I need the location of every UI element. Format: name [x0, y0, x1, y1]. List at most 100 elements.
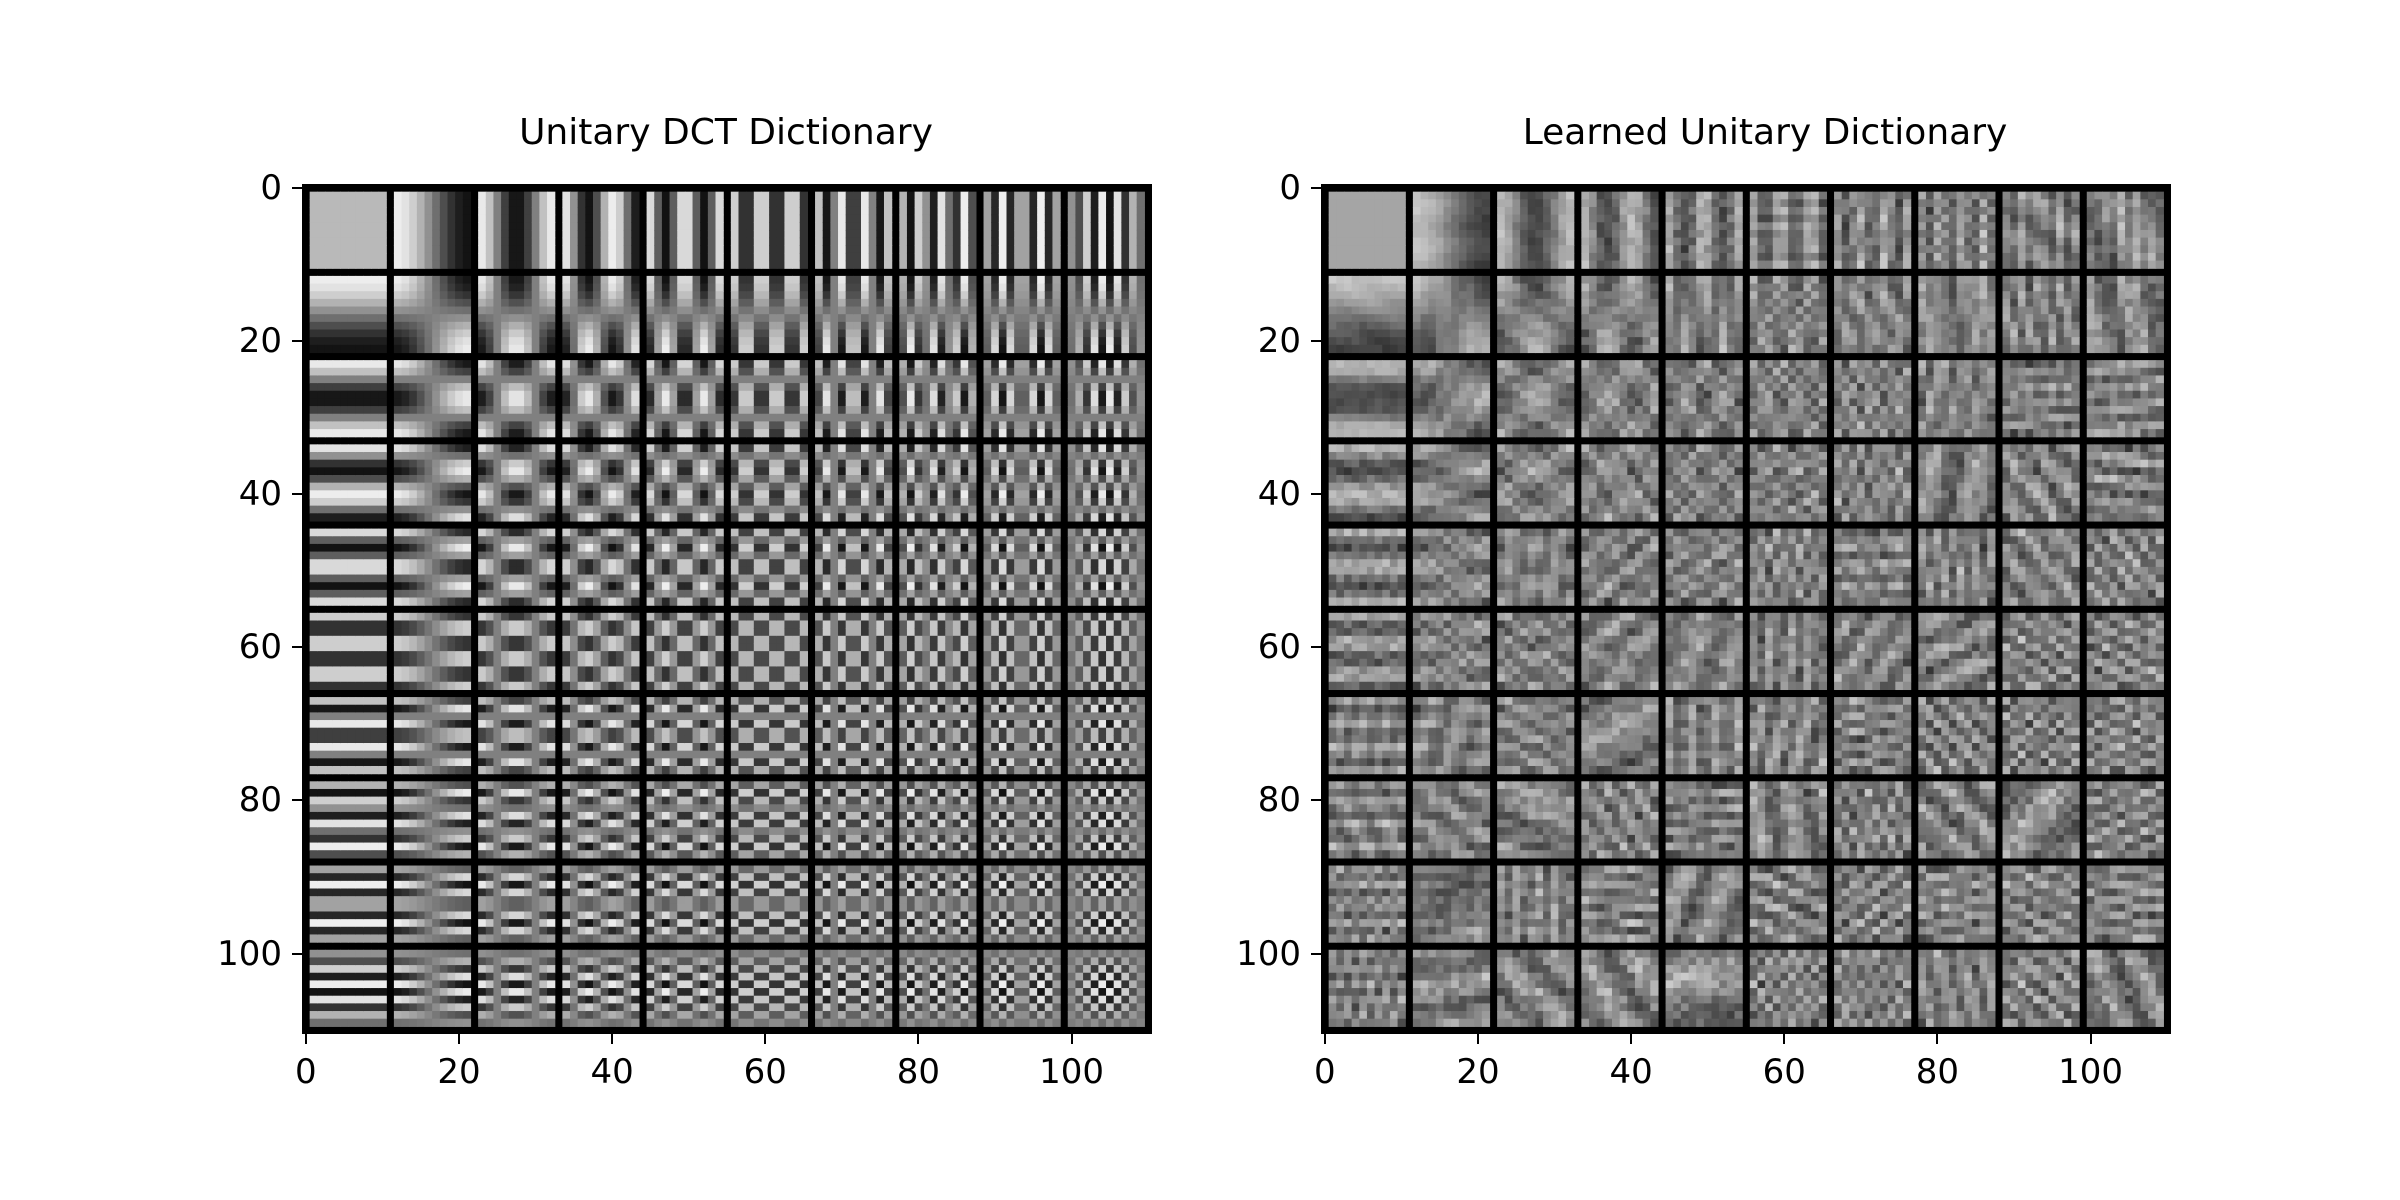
- x-tick-label: 60: [744, 1052, 787, 1092]
- dictionary-atom: [1749, 360, 1828, 438]
- dictionary-atom: [309, 865, 387, 943]
- dictionary-atom: [899, 360, 977, 438]
- dictionary-atom: [1749, 191, 1828, 269]
- y-tick-label: 0: [1211, 168, 1301, 208]
- dictionary-atom: [1328, 949, 1406, 1027]
- dictionary-atom: [1497, 781, 1575, 859]
- dictionary-atom: [1665, 275, 1743, 354]
- dictionary-atom: [1412, 191, 1491, 269]
- dictionary-atom: [646, 360, 724, 438]
- dictionary-atom: [1067, 191, 1145, 269]
- dictionary-atom: [646, 528, 724, 606]
- dictionary-atom: [983, 444, 1061, 522]
- dictionary-atom: [309, 360, 387, 438]
- x-tick-label: 80: [897, 1052, 940, 1092]
- dictionary-image: [1321, 184, 2171, 1034]
- dictionary-atom: [730, 697, 809, 775]
- dictionary-atom: [1749, 275, 1828, 354]
- y-tick: [292, 186, 302, 189]
- dictionary-atom: [1918, 781, 1996, 859]
- dictionary-atom: [309, 697, 387, 775]
- dictionary-atom: [1834, 781, 1912, 859]
- dictionary-atom: [1581, 612, 1659, 691]
- dictionary-atom: [478, 528, 556, 606]
- dictionary-atom: [815, 360, 893, 438]
- dictionary-atom: [1834, 697, 1912, 775]
- dictionary-atom: [1497, 697, 1575, 775]
- dictionary-atom: [393, 781, 472, 859]
- dictionary-atom: [478, 360, 556, 438]
- dictionary-atom: [983, 865, 1061, 943]
- y-tick-label: 60: [192, 627, 282, 667]
- x-tick-label: 0: [1314, 1052, 1336, 1092]
- dictionary-atom: [1918, 275, 1996, 354]
- dictionary-atom: [1328, 444, 1406, 522]
- dictionary-atom: [1497, 949, 1575, 1027]
- dictionary-atom: [1497, 865, 1575, 943]
- dictionary-atom: [899, 275, 977, 354]
- y-tick: [1311, 339, 1321, 342]
- dictionary-atom: [393, 697, 472, 775]
- y-tick: [292, 646, 302, 649]
- dictionary-atom: [730, 275, 809, 354]
- dictionary-atom: [730, 612, 809, 691]
- dictionary-atom: [730, 528, 809, 606]
- dictionary-atom: [1665, 612, 1743, 691]
- dictionary-atom: [730, 191, 809, 269]
- dictionary-atom: [1834, 528, 1912, 606]
- dictionary-atom: [646, 949, 724, 1027]
- dictionary-atom: [646, 444, 724, 522]
- y-tick: [292, 952, 302, 955]
- dictionary-atom: [646, 275, 724, 354]
- dictionary-atom: [1665, 360, 1743, 438]
- dictionary-atom: [562, 697, 640, 775]
- dictionary-atom: [1328, 612, 1406, 691]
- dictionary-atom: [1918, 612, 1996, 691]
- y-tick: [292, 339, 302, 342]
- dictionary-atom: [1067, 781, 1145, 859]
- dictionary-atom: [1665, 191, 1743, 269]
- dictionary-atom: [393, 528, 472, 606]
- x-tick: [1630, 1034, 1633, 1044]
- dictionary-atom: [1918, 191, 1996, 269]
- dictionary-atom: [1834, 612, 1912, 691]
- dictionary-atom: [1412, 612, 1491, 691]
- dictionary-atom: [815, 612, 893, 691]
- dictionary-atom: [1581, 781, 1659, 859]
- y-tick-label: 20: [1211, 321, 1301, 361]
- dictionary-atom: [1067, 949, 1145, 1027]
- dictionary-atom: [2086, 612, 2164, 691]
- dictionary-atom: [309, 612, 387, 691]
- dictionary-atom: [393, 444, 472, 522]
- y-tick-label: 80: [192, 780, 282, 820]
- dictionary-atom: [562, 360, 640, 438]
- dictionary-atom: [1665, 949, 1743, 1027]
- dictionary-atom: [1581, 528, 1659, 606]
- dictionary-atom: [1834, 275, 1912, 354]
- x-tick-label: 100: [1039, 1052, 1104, 1092]
- dictionary-atom: [646, 865, 724, 943]
- dictionary-atom: [393, 275, 472, 354]
- dictionary-atom: [983, 949, 1061, 1027]
- dictionary-atom: [562, 444, 640, 522]
- dictionary-atom: [1497, 444, 1575, 522]
- chart-title: Learned Unitary Dictionary: [1523, 112, 2008, 153]
- dictionary-atom: [815, 949, 893, 1027]
- dictionary-atom: [815, 528, 893, 606]
- y-tick-label: 60: [1211, 627, 1301, 667]
- x-tick: [457, 1034, 460, 1044]
- dictionary-atom: [983, 275, 1061, 354]
- dictionary-atom: [1067, 612, 1145, 691]
- dictionary-atom: [478, 191, 556, 269]
- dictionary-atom: [815, 275, 893, 354]
- dictionary-atom: [1749, 865, 1828, 943]
- dictionary-atom: [983, 191, 1061, 269]
- x-tick-label: 60: [1763, 1052, 1806, 1092]
- dictionary-atom: [730, 444, 809, 522]
- dictionary-atom: [309, 444, 387, 522]
- dictionary-atom: [1834, 360, 1912, 438]
- x-tick: [1476, 1034, 1479, 1044]
- chart-title: Unitary DCT Dictionary: [519, 112, 933, 153]
- dictionary-atom: [562, 865, 640, 943]
